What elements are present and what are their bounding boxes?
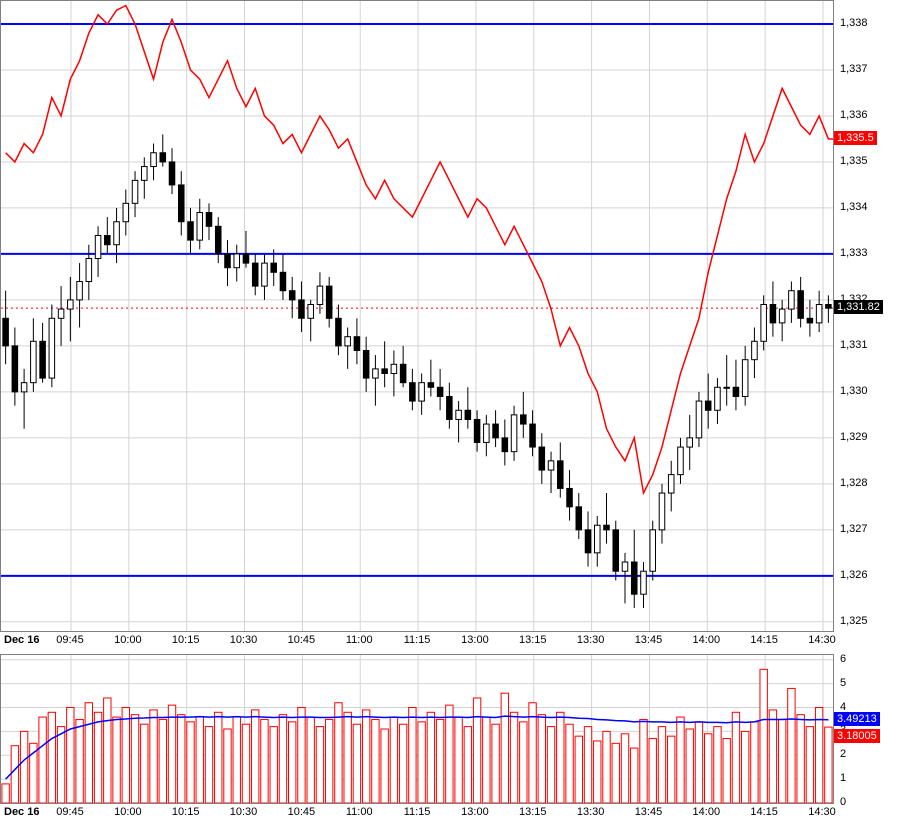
volume-date-label: Dec 16	[4, 806, 39, 818]
price-xtick: 13:15	[519, 634, 547, 646]
volume-xtick: 14:15	[750, 806, 778, 818]
volume-xtick: 13:15	[519, 806, 547, 818]
price-xtick: 10:00	[114, 634, 142, 646]
volume-xtick: 10:30	[230, 806, 258, 818]
volume-ma-label: 3.49213	[834, 712, 880, 726]
price-ytick: 1,328	[840, 477, 868, 489]
price-xtick: 11:15	[404, 634, 431, 646]
volume-xtick: 14:30	[808, 806, 836, 818]
volume-y-axis: 01234563.492133.18005	[834, 654, 900, 804]
price-ytick: 1,326	[840, 569, 868, 581]
volume-xtick: 10:15	[172, 806, 200, 818]
price-xtick: 10:15	[172, 634, 200, 646]
price-ytick: 1,337	[840, 63, 868, 75]
price-xtick: 13:00	[461, 634, 489, 646]
price-xtick: 11:00	[346, 634, 373, 646]
price-ytick: 1,329	[840, 431, 868, 443]
volume-ytick: 2	[840, 748, 846, 760]
price-ytick: 1,335	[840, 155, 868, 167]
price-xtick: 09:45	[56, 634, 84, 646]
price-chart-svg	[1, 1, 833, 631]
volume-xtick: 11:15	[404, 806, 431, 818]
volume-ytick: 0	[840, 796, 846, 808]
price-xtick: 10:30	[230, 634, 258, 646]
volume-xtick: 13:45	[635, 806, 663, 818]
price-ytick: 1,331	[840, 339, 868, 351]
volume-xtick: 14:00	[693, 806, 721, 818]
price-ytick: 1,330	[840, 385, 868, 397]
volume-ytick: 6	[840, 653, 846, 665]
volume-xtick: 10:45	[288, 806, 316, 818]
overlay-price-label: 1,335.5	[834, 131, 877, 145]
price-y-axis: 1,3251,3261,3271,3281,3291,3301,3311,332…	[834, 0, 900, 632]
price-ytick: 1,325	[840, 615, 868, 627]
price-ytick: 1,327	[840, 523, 868, 535]
volume-chart[interactable]	[0, 654, 834, 804]
price-xtick: 10:45	[288, 634, 316, 646]
price-date-label: Dec 16	[4, 634, 39, 646]
volume-value-label: 3.18005	[834, 729, 880, 743]
price-ytick: 1,336	[840, 109, 868, 121]
volume-x-axis: Dec 16 09:45 10:00 10:15 10:30 10:45 11:00 11:…	[0, 804, 834, 824]
price-xtick: 13:45	[635, 634, 663, 646]
price-xtick: 14:30	[808, 634, 836, 646]
price-xtick: 14:15	[750, 634, 778, 646]
volume-xtick: 11:00	[346, 806, 373, 818]
volume-xtick: 09:45	[56, 806, 84, 818]
volume-xtick: 13:30	[577, 806, 605, 818]
price-ytick: 1,333	[840, 247, 868, 259]
volume-ytick: 1	[840, 772, 846, 784]
price-ytick: 1,334	[840, 201, 868, 213]
volume-chart-svg	[1, 655, 833, 803]
price-x-axis: Dec 16 09:45 10:00 10:15 10:30 10:45 11:00 11:…	[0, 632, 834, 652]
price-ytick: 1,338	[840, 17, 868, 29]
volume-ytick: 5	[840, 677, 846, 689]
volume-xtick: 13:00	[461, 806, 489, 818]
price-xtick: 14:00	[693, 634, 721, 646]
volume-xtick: 10:00	[114, 806, 142, 818]
price-xtick: 13:30	[577, 634, 605, 646]
current-price-label: 1,331.82	[834, 300, 883, 314]
price-chart[interactable]	[0, 0, 834, 632]
